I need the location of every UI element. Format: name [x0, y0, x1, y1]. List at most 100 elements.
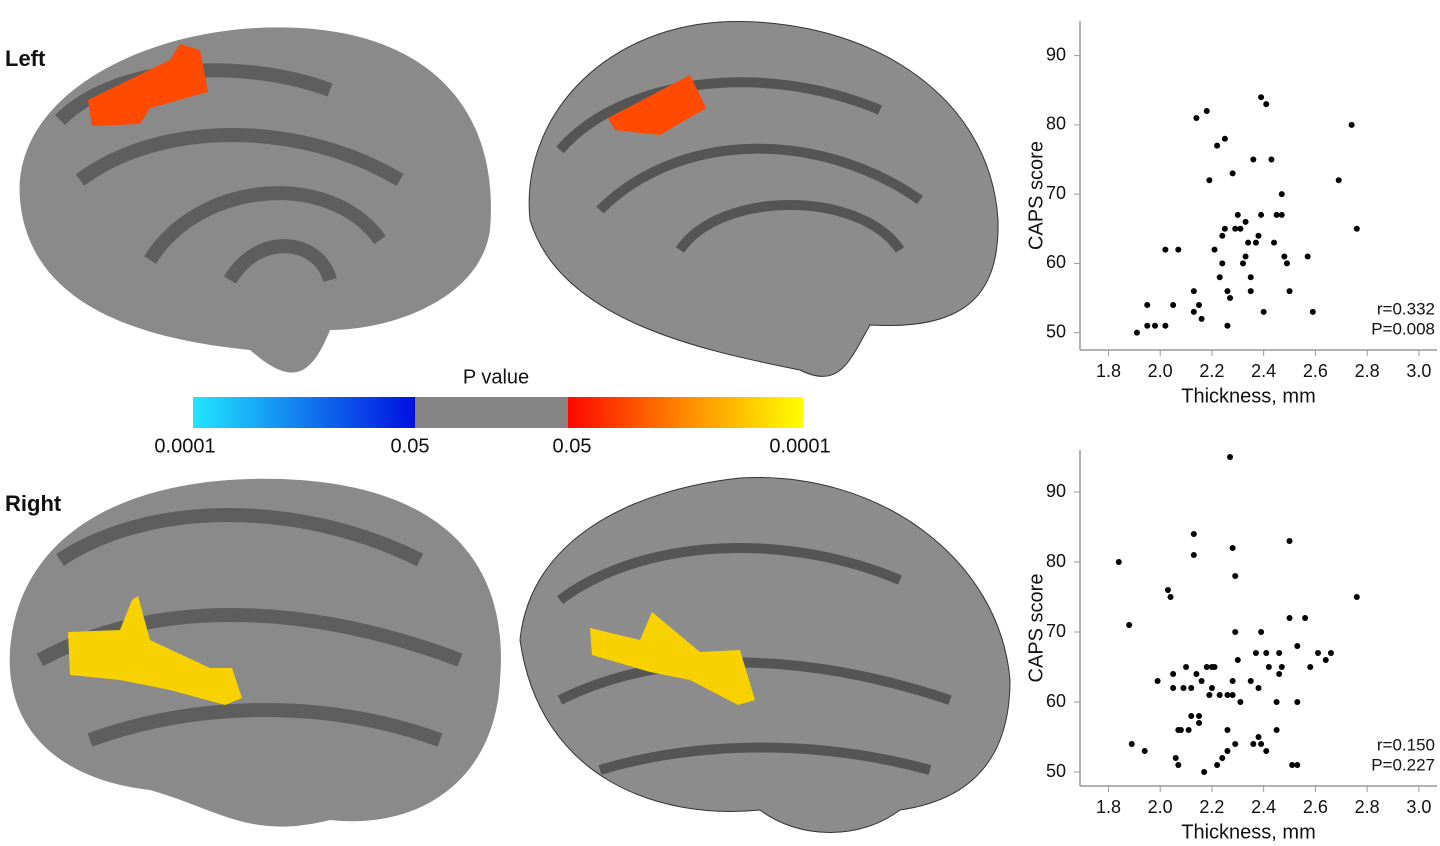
annotation: r=0.150 [1377, 735, 1435, 754]
data-point [1255, 685, 1262, 691]
data-point [1180, 685, 1187, 691]
data-point [1170, 301, 1177, 308]
data-point [1170, 685, 1177, 691]
data-point [1335, 177, 1342, 184]
data-point [1278, 211, 1285, 218]
data-point [1216, 274, 1223, 281]
data-point [1232, 225, 1239, 232]
data-point [1234, 211, 1241, 218]
data-point [1265, 664, 1272, 670]
annotation: P=0.227 [1371, 755, 1435, 774]
data-point [1242, 253, 1249, 260]
data-point [1224, 727, 1231, 733]
data-point [1229, 545, 1236, 551]
data-point [1214, 142, 1221, 149]
data-point [1164, 587, 1171, 593]
x-tick-label: 2.2 [1199, 797, 1224, 817]
x-tick-label: 2.4 [1251, 797, 1276, 817]
brain-right-pial [519, 477, 1011, 833]
data-point [1276, 650, 1283, 656]
data-point [1206, 692, 1213, 698]
data-point [1229, 170, 1236, 177]
data-point [1221, 135, 1228, 142]
data-point [1294, 643, 1301, 649]
data-point [1144, 301, 1151, 308]
x-tick-label: 2.4 [1251, 361, 1276, 381]
data-point [1196, 720, 1202, 726]
x-tick-label: 2.0 [1148, 797, 1173, 817]
y-axis-label: CAPS score [1025, 141, 1047, 250]
data-point [1286, 288, 1293, 295]
data-point [1250, 156, 1257, 163]
data-point [1172, 755, 1179, 761]
y-tick-label: 60 [1046, 691, 1066, 711]
colorbar: P value 0.0001 0.05 0.05 0.0001 [154, 366, 830, 457]
y-tick-label: 70 [1046, 621, 1066, 641]
y-tick-label: 70 [1046, 183, 1066, 203]
data-point [1273, 211, 1280, 218]
data-point [1208, 685, 1215, 691]
y-tick-label: 50 [1046, 321, 1066, 341]
data-point [1227, 454, 1234, 460]
data-point [1167, 594, 1174, 600]
brain-left-pial [528, 21, 999, 377]
data-point [1144, 322, 1151, 329]
x-tick-label: 3.0 [1406, 797, 1431, 817]
data-point [1273, 727, 1280, 733]
data-point [1286, 538, 1293, 544]
data-point [1219, 232, 1226, 239]
data-point [1250, 741, 1257, 747]
data-point [1211, 664, 1218, 670]
data-point [1190, 552, 1197, 558]
data-point [1348, 121, 1355, 128]
data-point [1315, 650, 1321, 656]
data-point [1188, 685, 1195, 691]
data-point [1353, 225, 1360, 232]
data-point [1185, 727, 1192, 733]
data-point [1258, 741, 1265, 747]
data-point [1271, 239, 1278, 246]
x-tick-label: 1.8 [1096, 361, 1121, 381]
x-axis-label: Thickness, mm [1181, 821, 1315, 843]
data-point [1196, 713, 1202, 719]
data-point [1219, 755, 1226, 761]
data-point [1170, 671, 1177, 677]
data-point [1232, 629, 1239, 635]
data-point [1263, 650, 1270, 656]
data-point [1190, 531, 1197, 537]
colorbar-label: 0.05 [391, 435, 430, 457]
data-point [1255, 734, 1262, 740]
data-point [1294, 762, 1301, 768]
data-point [1196, 301, 1202, 308]
colorbar-label: 0.05 [553, 435, 592, 457]
data-point [1252, 239, 1259, 246]
data-point [1154, 678, 1161, 684]
data-point [1224, 748, 1231, 754]
data-point [1193, 114, 1200, 121]
data-point [1237, 699, 1244, 705]
x-axis-label: Thickness, mm [1181, 385, 1315, 407]
data-point [1224, 288, 1231, 295]
data-point [1162, 322, 1169, 329]
x-tick-label: 2.6 [1303, 361, 1328, 381]
data-point [1214, 762, 1221, 768]
x-tick-label: 2.6 [1303, 797, 1328, 817]
data-point [1258, 94, 1265, 101]
y-axis-label: CAPS score [1025, 574, 1047, 683]
data-point [1252, 650, 1259, 656]
data-point [1211, 246, 1218, 253]
data-point [1268, 156, 1275, 163]
colorbar-segment [415, 397, 568, 428]
data-point [1278, 664, 1285, 670]
colorbar-label: 0.0001 [154, 435, 215, 457]
y-tick-label: 90 [1046, 44, 1066, 64]
x-tick-label: 1.8 [1096, 797, 1121, 817]
data-point [1162, 246, 1169, 253]
brain-left-inflated [19, 27, 491, 373]
data-point [1242, 218, 1249, 225]
data-point [1294, 699, 1301, 705]
y-tick-label: 50 [1046, 761, 1066, 781]
annotation: r=0.332 [1377, 299, 1435, 318]
data-point [1245, 239, 1252, 246]
